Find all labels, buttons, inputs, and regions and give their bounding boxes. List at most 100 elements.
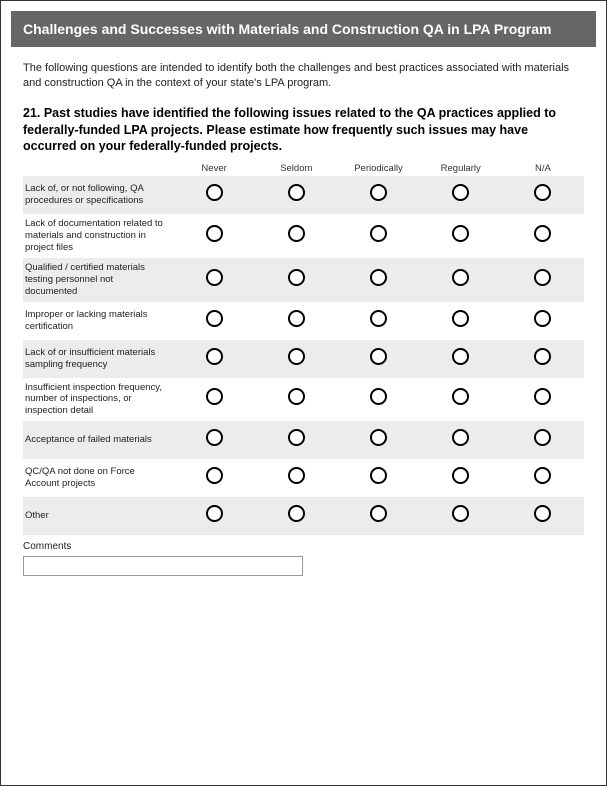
radio-cell: [337, 467, 419, 489]
table-row: Qualified / certified materials testing …: [23, 258, 584, 302]
comments-input[interactable]: [23, 556, 303, 576]
radio-cell: [337, 429, 419, 451]
radio-option[interactable]: [534, 388, 551, 405]
radio-cell: [502, 348, 584, 370]
radio-option[interactable]: [370, 310, 387, 327]
radio-option[interactable]: [534, 225, 551, 242]
radio-option[interactable]: [288, 310, 305, 327]
radio-option[interactable]: [206, 184, 223, 201]
radio-option[interactable]: [206, 467, 223, 484]
radio-option[interactable]: [534, 269, 551, 286]
radio-option[interactable]: [288, 184, 305, 201]
radio-option[interactable]: [452, 505, 469, 522]
radio-option[interactable]: [288, 429, 305, 446]
radio-option[interactable]: [206, 269, 223, 286]
radio-cell: [255, 388, 337, 410]
radio-option[interactable]: [370, 269, 387, 286]
radio-option[interactable]: [452, 184, 469, 201]
radio-cell: [173, 310, 255, 332]
radio-option[interactable]: [206, 388, 223, 405]
radio-cell: [337, 388, 419, 410]
radio-cell: [337, 269, 419, 291]
radio-option[interactable]: [452, 269, 469, 286]
table-row: Lack of documentation related to materia…: [23, 214, 584, 258]
radio-option[interactable]: [370, 348, 387, 365]
radio-option[interactable]: [206, 310, 223, 327]
radio-cell: [255, 505, 337, 527]
radio-cell: [420, 225, 502, 247]
row-label: Lack of or insufficient materials sampli…: [23, 347, 173, 371]
radio-cell: [337, 184, 419, 206]
table-row: Acceptance of failed materials: [23, 421, 584, 459]
radio-cell: [420, 310, 502, 332]
radio-option[interactable]: [534, 429, 551, 446]
radio-option[interactable]: [370, 225, 387, 242]
radio-option[interactable]: [370, 184, 387, 201]
radio-option[interactable]: [288, 225, 305, 242]
col-header: Regularly: [420, 163, 502, 174]
table-row: Improper or lacking materials certificat…: [23, 302, 584, 340]
radio-option[interactable]: [288, 467, 305, 484]
row-label: Other: [23, 510, 173, 522]
header-spacer: [23, 163, 173, 174]
likert-grid: Never Seldom Periodically Regularly N/A …: [1, 163, 606, 535]
radio-option[interactable]: [206, 429, 223, 446]
survey-page: Challenges and Successes with Materials …: [0, 0, 607, 786]
comments-block: Comments: [1, 535, 606, 582]
radio-cell: [255, 467, 337, 489]
radio-cell: [420, 505, 502, 527]
col-header: Seldom: [255, 163, 337, 174]
radio-option[interactable]: [206, 225, 223, 242]
radio-option[interactable]: [288, 388, 305, 405]
radio-option[interactable]: [452, 348, 469, 365]
row-label: Qualified / certified materials testing …: [23, 262, 173, 298]
radio-option[interactable]: [534, 467, 551, 484]
radio-cell: [420, 269, 502, 291]
radio-option[interactable]: [452, 225, 469, 242]
radio-cell: [173, 184, 255, 206]
table-row: Insufficient inspection frequency, numbe…: [23, 378, 584, 422]
radio-cell: [502, 184, 584, 206]
table-row: Lack of or insufficient materials sampli…: [23, 340, 584, 378]
radio-option[interactable]: [288, 505, 305, 522]
intro-text: The following questions are intended to …: [1, 47, 606, 101]
radio-cell: [420, 388, 502, 410]
radio-cell: [255, 184, 337, 206]
comments-label: Comments: [23, 541, 584, 552]
radio-option[interactable]: [288, 348, 305, 365]
radio-option[interactable]: [534, 184, 551, 201]
radio-option[interactable]: [534, 505, 551, 522]
row-label: Lack of, or not following, QA procedures…: [23, 183, 173, 207]
row-label: Insufficient inspection frequency, numbe…: [23, 382, 173, 418]
col-header: Never: [173, 163, 255, 174]
question-text: 21. Past studies have identified the fol…: [1, 101, 606, 164]
radio-cell: [255, 429, 337, 451]
radio-option[interactable]: [534, 310, 551, 327]
radio-cell: [420, 429, 502, 451]
radio-option[interactable]: [534, 348, 551, 365]
radio-option[interactable]: [288, 269, 305, 286]
radio-cell: [337, 225, 419, 247]
table-row: Other: [23, 497, 584, 535]
radio-cell: [502, 225, 584, 247]
row-label: QC/QA not done on Force Account projects: [23, 466, 173, 490]
radio-option[interactable]: [370, 505, 387, 522]
radio-option[interactable]: [370, 388, 387, 405]
radio-cell: [255, 269, 337, 291]
row-label: Lack of documentation related to materia…: [23, 218, 173, 254]
radio-option[interactable]: [206, 505, 223, 522]
radio-option[interactable]: [370, 429, 387, 446]
radio-option[interactable]: [452, 388, 469, 405]
radio-option[interactable]: [452, 310, 469, 327]
grid-header-row: Never Seldom Periodically Regularly N/A: [23, 163, 584, 176]
table-row: QC/QA not done on Force Account projects: [23, 459, 584, 497]
row-label: Acceptance of failed materials: [23, 434, 173, 446]
radio-option[interactable]: [452, 429, 469, 446]
radio-cell: [502, 269, 584, 291]
radio-option[interactable]: [452, 467, 469, 484]
radio-cell: [337, 505, 419, 527]
radio-option[interactable]: [206, 348, 223, 365]
radio-option[interactable]: [370, 467, 387, 484]
radio-cell: [173, 269, 255, 291]
radio-cell: [502, 505, 584, 527]
